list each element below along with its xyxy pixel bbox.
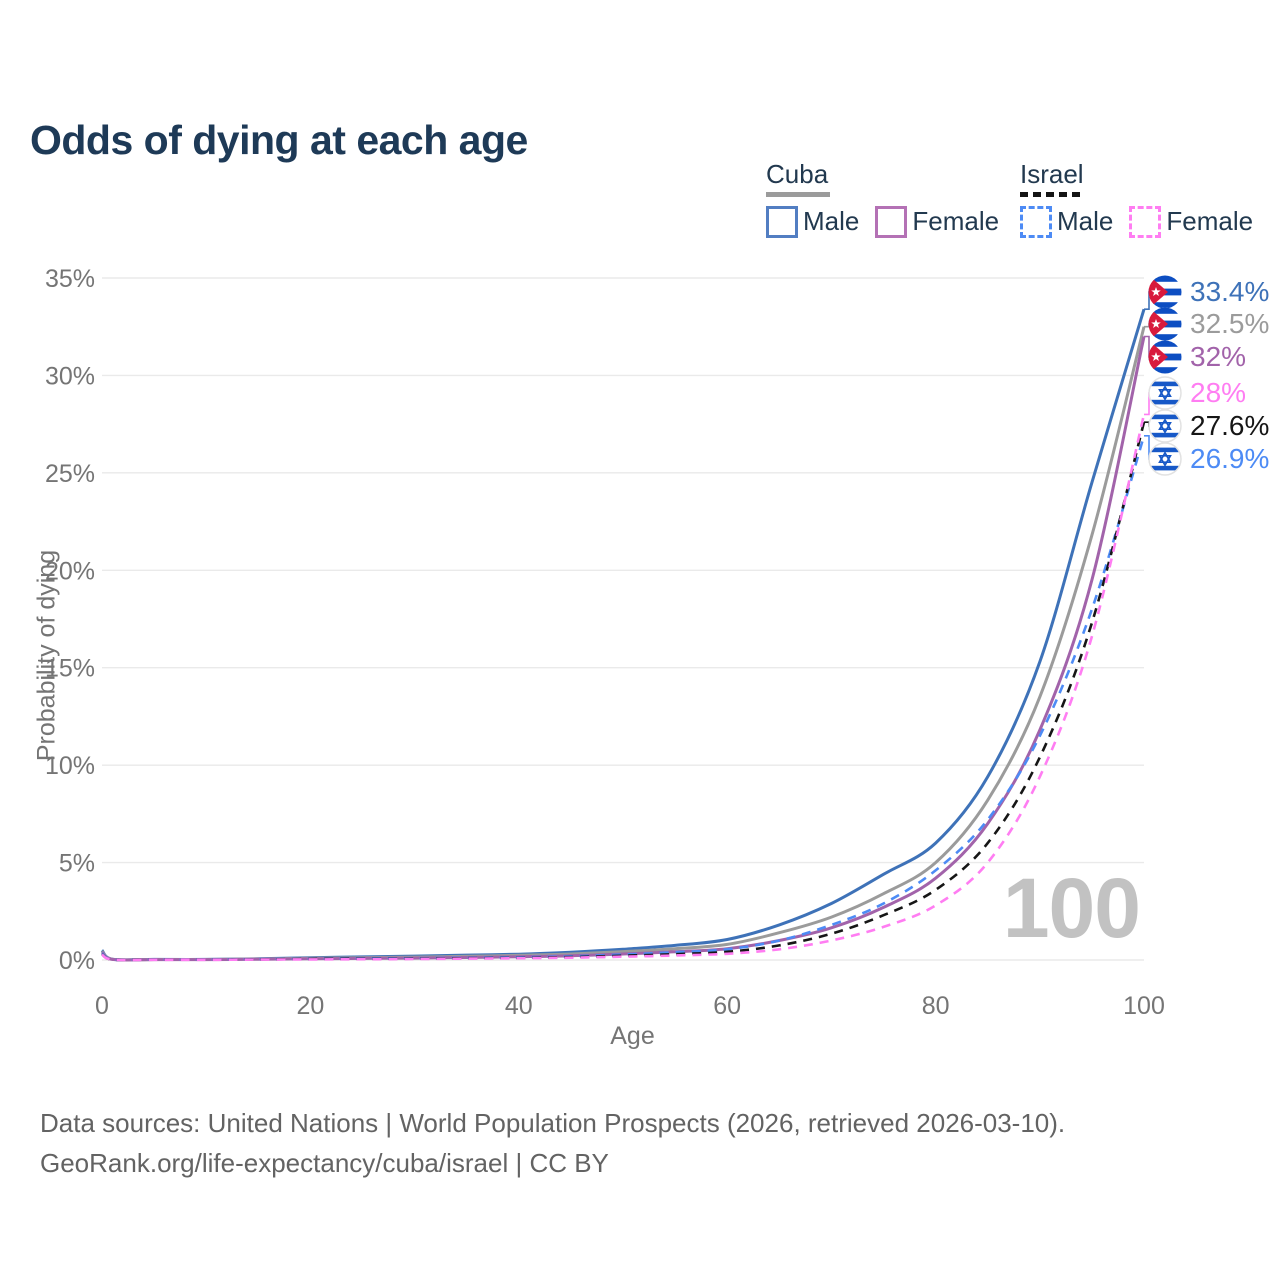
series-line-israel-both-sexes[interactable] (101, 421, 1146, 962)
end-value: 27.6% (1190, 410, 1270, 441)
y-tick-label: 35% (45, 265, 95, 293)
series-line-cuba-female[interactable] (100, 336, 1146, 962)
page-title: Odds of dying at each age (30, 117, 528, 164)
x-tick-label: 80 (922, 992, 950, 1020)
y-tick-label: 20% (45, 557, 95, 585)
legend-label-israel-female[interactable]: Female (1166, 206, 1254, 237)
legend-swatch-cuba-male[interactable] (766, 205, 798, 238)
end-label-cuba-both: 32.5% (1148, 307, 1269, 341)
end-value: 33.4% (1190, 276, 1270, 307)
x-tick-label: 40 (505, 992, 533, 1020)
legend-swatch-israel-female[interactable] (1129, 205, 1162, 238)
x-axis-title: Age (610, 1022, 655, 1050)
x-tick-label: 100 (1123, 992, 1165, 1020)
x-tick-label: 60 (713, 992, 741, 1020)
axis-tick-labels: 0% 5% 10% 15% 20% 25% 30% 35% 0 20 40 60 80 100 (45, 265, 1165, 1020)
series-line-cuba-both-sexes[interactable] (100, 326, 1146, 962)
end-label-israel-male: 26.9% (1148, 442, 1269, 476)
legend-label-cuba-male[interactable]: Male (803, 206, 860, 237)
y-axis-title: Probability of dying (32, 549, 61, 762)
cuba-flag-icon (1148, 340, 1182, 374)
cuba-flag-icon (1148, 275, 1182, 309)
end-label-israel-female: 28% (1148, 376, 1246, 410)
attribution-note[interactable]: GeoRank.org/life-expectancy/cuba/israel … (40, 1148, 609, 1178)
y-tick-label: 15% (45, 655, 95, 683)
gridlines (102, 277, 1144, 961)
cuba-line-style-swatch (766, 191, 830, 197)
legend-country-israel[interactable]: Israel (1020, 159, 1084, 189)
end-value: 32% (1190, 341, 1247, 372)
end-value: 32.5% (1190, 308, 1270, 339)
end-label-cuba-male: 33.4% (1148, 275, 1269, 309)
israel-flag-icon (1148, 376, 1182, 410)
y-tick-label: 25% (45, 460, 95, 488)
series-lines (100, 308, 1146, 962)
legend-label-israel-male[interactable]: Male (1057, 206, 1114, 237)
legend-label-cuba-female[interactable]: Female (912, 206, 1000, 237)
legend-swatch-israel-male[interactable] (1020, 205, 1052, 238)
israel-line-style-swatch (1020, 191, 1084, 197)
end-label-cuba-female: 32% (1148, 340, 1246, 374)
legend-group-israel: Israel Male Female (1020, 160, 1269, 238)
legend-swatch-cuba-female[interactable] (875, 205, 908, 238)
x-tick-label: 0 (95, 992, 109, 1020)
israel-flag-icon (1148, 442, 1182, 476)
legend-group-cuba: Cuba Male Female (766, 160, 1015, 238)
y-tick-label: 5% (59, 850, 95, 878)
data-sources-note: Data sources: United Nations | World Pop… (40, 1108, 1066, 1138)
series-line-israel-female[interactable] (101, 414, 1146, 962)
hovered-age-watermark: 100 (1002, 861, 1141, 955)
end-label-israel-both: 27.6% (1148, 409, 1269, 443)
y-tick-label: 0% (59, 947, 95, 975)
y-tick-label: 30% (45, 362, 95, 390)
israel-flag-icon (1148, 409, 1182, 443)
legend-country-cuba[interactable]: Cuba (766, 159, 829, 189)
x-tick-label: 20 (296, 992, 324, 1020)
end-value: 28% (1190, 377, 1247, 408)
series-line-israel-male[interactable] (101, 435, 1146, 962)
cuba-flag-icon (1148, 307, 1182, 341)
y-tick-label: 10% (45, 752, 95, 780)
end-value: 26.9% (1190, 443, 1270, 474)
